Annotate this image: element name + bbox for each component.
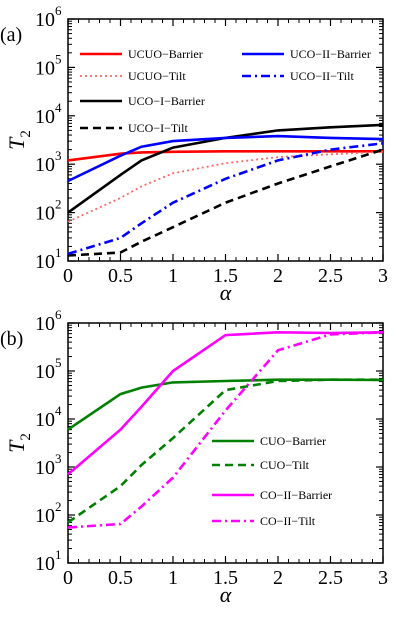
y-tick-label-base: 10 [35,251,55,273]
panel-label: (b) [0,328,23,350]
series-line-UCO−II−Tilt [67,142,384,256]
y-tick-label-base: 10 [35,9,55,31]
legend-label: CUO−Tilt [260,458,310,472]
legend-label: UCUO−Barrier [128,47,203,61]
legend-label: UCO−I−Barrier [128,94,205,108]
y-tick-label-exp: 6 [55,307,62,322]
y-axis-title-sub: 2 [18,130,34,138]
y-axis-title: T2 [4,130,34,150]
legend-label: CO−II−Tilt [260,514,316,528]
series-line-CUO−Barrier [67,378,384,431]
y-tick-label-exp: 3 [55,148,62,163]
y-tick-label-base: 10 [35,457,55,479]
plot-frame [67,322,384,564]
y-tick-label-exp: 5 [55,355,62,370]
x-tick-label: 1 [168,265,178,287]
series-line-UCO−I−Barrier [67,123,384,214]
x-tick-label: 0.5 [108,567,133,589]
y-tick-label-exp: 6 [55,3,62,18]
x-tick-label: 2 [273,265,283,287]
y-tick-label-base: 10 [35,313,55,335]
y-axis-title-main: T [4,439,29,453]
series-line-CO−II−Tilt [67,331,384,529]
y-tick-label-base: 10 [35,409,55,431]
x-axis-title: α [220,582,232,607]
y-tick-label-base: 10 [35,361,55,383]
series-line-CUO−Tilt [67,378,383,524]
x-tick-label: 0.5 [108,265,133,287]
y-tick-label-base: 10 [35,154,55,176]
y-tick-label-exp: 1 [55,245,62,260]
x-tick-label: 0 [63,265,73,287]
legend-label: CO−II−Barrier [260,488,332,502]
legend-label: UCUO−Tilt [128,69,186,83]
y-axis-title-main: T [4,136,29,150]
x-tick-label: 2.5 [318,265,343,287]
y-tick-label-exp: 2 [55,197,62,212]
y-axis-title: T2 [4,433,34,453]
series-line-UCO−II−Barrier [67,134,384,183]
x-tick-label: 1.5 [213,265,238,287]
y-tick-label-exp: 1 [55,547,62,562]
x-tick-label: 1 [168,567,178,589]
legend-label: UCO−II−Barrier [290,47,371,61]
x-tick-label: 2 [273,567,283,589]
y-tick-label-base: 10 [35,57,55,79]
y-tick-label-exp: 4 [55,100,62,115]
y-tick-label-base: 10 [35,553,55,575]
y-tick-label-exp: 4 [55,403,62,418]
x-tick-label: 3 [378,567,388,589]
y-tick-label-exp: 2 [55,499,62,514]
y-tick-label-base: 10 [35,203,55,225]
legend-label: UCO−I−Tilt [128,121,188,135]
y-tick-label-exp: 5 [55,51,62,66]
x-axis-title: α [220,280,232,305]
series-line-CO−II−Barrier [67,330,384,476]
x-tick-label: 2.5 [318,567,343,589]
legend-label: UCO−II−Tilt [290,69,354,83]
legend-label: CUO−Barrier [260,434,326,448]
x-tick-label: 0 [63,567,73,589]
y-tick-label-base: 10 [35,505,55,527]
y-tick-label-exp: 3 [55,451,62,466]
y-tick-label-base: 10 [35,106,55,128]
x-tick-label: 3 [378,265,388,287]
panel-label: (a) [0,24,22,46]
series-line-UCO−I−Tilt [67,148,384,257]
y-axis-title-sub: 2 [18,433,34,441]
series-line-UCUO−Tilt [67,150,384,223]
x-tick-label: 1.5 [213,567,238,589]
